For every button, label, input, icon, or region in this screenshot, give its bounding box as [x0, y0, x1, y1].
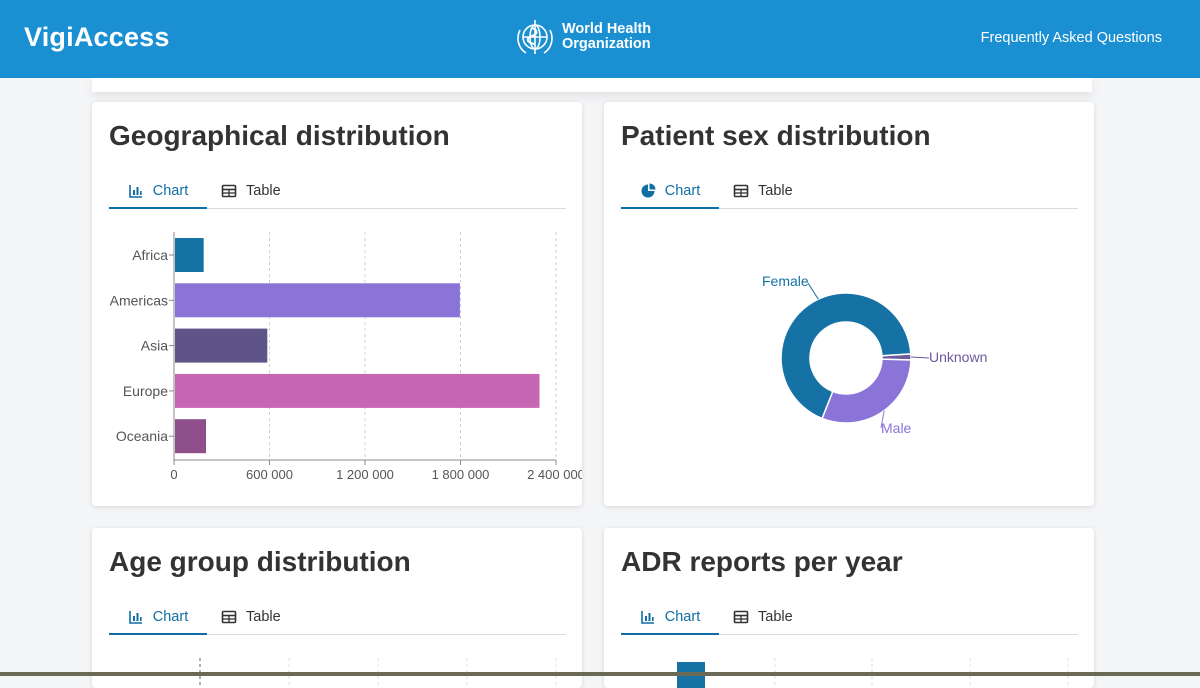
slice-label-female: Female: [762, 273, 809, 289]
adr-tab-chart[interactable]: Chart: [621, 600, 719, 635]
x-tick-label: 2 400 000: [527, 467, 582, 482]
x-tick-label: 600 000: [246, 467, 293, 482]
adr-tab-bar: Chart Table: [621, 600, 1078, 635]
category-label-europe: Europe: [123, 383, 168, 399]
x-tick-label: 1 200 000: [336, 467, 394, 482]
who-emblem-icon: [517, 20, 553, 54]
table-icon: [733, 610, 749, 624]
brand-logo-text[interactable]: VigiAccess: [24, 22, 170, 52]
sex-tab-table[interactable]: Table: [733, 174, 793, 208]
slice-male: [821, 358, 912, 424]
top-navigation-bar: VigiAccess World Health Organization Fre…: [0, 0, 1200, 78]
category-label-oceania: Oceania: [116, 428, 168, 444]
age-tab-table-label: Table: [246, 609, 281, 625]
pie-chart-icon: [641, 183, 656, 197]
adr-tab-table[interactable]: Table: [733, 600, 793, 634]
geo-card-title: Geographical distribution: [109, 120, 450, 151]
adr-tab-table-label: Table: [758, 609, 793, 625]
x-tick-label: 1 800 000: [432, 467, 490, 482]
age-tab-chart[interactable]: Chart: [109, 600, 207, 635]
bar-americas: [175, 283, 460, 318]
sex-card: Patient sex distribution Chart Table Fem…: [604, 102, 1094, 506]
table-icon: [221, 184, 237, 198]
age-tab-bar: Chart Table: [109, 600, 566, 635]
age-tab-chart-label: Chart: [152, 608, 189, 625]
sex-donut-chart: Female Male Unknown: [762, 273, 987, 436]
age-card: Age group distribution Chart Table: [92, 528, 582, 688]
who-logo[interactable]: World Health Organization: [512, 16, 651, 58]
bar-asia: [175, 328, 268, 363]
table-icon: [221, 610, 237, 624]
geo-tab-table-label: Table: [246, 183, 281, 199]
faq-link[interactable]: Frequently Asked Questions: [980, 30, 1162, 46]
category-label-asia: Asia: [141, 338, 168, 354]
bar-oceania: [175, 419, 207, 454]
slice-label-male: Male: [881, 420, 912, 436]
geo-bar-chart: 0 600 000 1 200 000 1 800 000 2 400 000 Afric…: [110, 232, 582, 482]
bar-chart-icon: [128, 184, 142, 198]
bar-chart-icon: [640, 610, 654, 624]
category-label-africa: Africa: [132, 247, 168, 263]
geo-tab-chart-label: Chart: [152, 182, 189, 199]
sex-tab-table-label: Table: [758, 183, 793, 199]
geo-tab-chart[interactable]: Chart: [109, 174, 207, 209]
org-name-line2: Organization: [562, 36, 651, 52]
bar-africa: [175, 238, 204, 272]
window-bottom-edge: [0, 672, 1200, 676]
adr-card-title: ADR reports per year: [621, 546, 903, 577]
geo-tab-bar: Chart Table: [109, 174, 566, 209]
table-icon: [733, 184, 749, 198]
sex-tab-bar: Chart Table: [621, 174, 1078, 209]
org-name-line1: World Health: [562, 21, 652, 37]
age-tab-table[interactable]: Table: [221, 600, 281, 634]
sex-tab-chart-label: Chart: [664, 182, 701, 199]
leader-line-male: [880, 410, 885, 429]
adr-card: ADR reports per year Chart Table: [604, 528, 1094, 688]
age-card-title: Age group distribution: [109, 546, 411, 577]
sex-card-title: Patient sex distribution: [621, 120, 931, 151]
geo-card: Geographical distribution Chart Table 0 6…: [92, 102, 582, 506]
x-tick-label: 0: [170, 467, 177, 482]
leader-line-female: [807, 282, 819, 300]
age-chart-gridlines: [199, 658, 557, 688]
bar-chart-icon: [128, 610, 142, 624]
sex-tab-chart[interactable]: Chart: [621, 174, 719, 209]
leader-line-unknown: [910, 356, 930, 359]
adr-chart-partial: [677, 658, 1069, 688]
slice-female: [780, 292, 912, 420]
search-panel-edge: [92, 78, 1092, 92]
geo-tab-table[interactable]: Table: [221, 174, 281, 208]
bar-europe: [175, 373, 540, 408]
slice-label-unknown: Unknown: [929, 349, 987, 365]
category-label-americas: Americas: [110, 292, 168, 308]
adr-tab-chart-label: Chart: [664, 608, 701, 625]
